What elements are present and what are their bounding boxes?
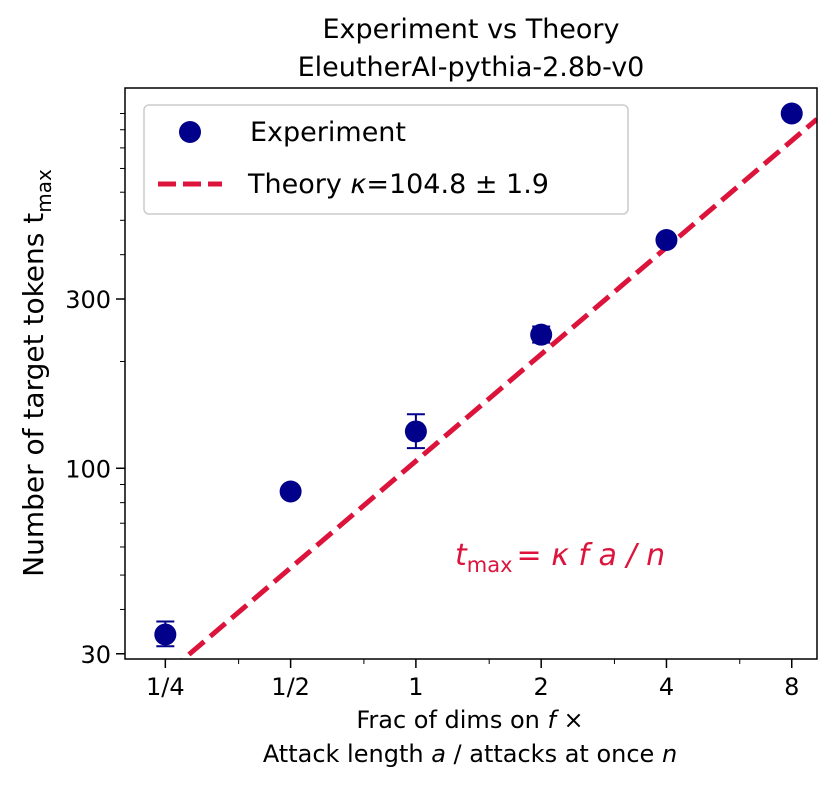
chart-subtitle: EleutherAI-pythia-2.8b-v0 [298,52,645,83]
x-tick-label: 2 [534,673,549,701]
x-tick-label: 4 [659,673,674,701]
x-axis-label-line1: Frac of dims on f × [356,706,583,734]
legend-marker-experiment [179,121,201,143]
axis-ticks: 1/4 1/2 1 2 4 8 30 100 300 [65,113,799,701]
legend-theory-part: Theory [247,169,350,200]
formula-annotation: tmax = κ f a / n [455,538,665,577]
legend: Experiment Theory κ=104.8 ± 1.9 [143,104,629,215]
label-part: Frac of dims on [356,706,547,734]
y-tick-label: 300 [65,286,111,314]
label-part: Attack length [263,740,431,768]
y-tick-label: 100 [65,455,111,483]
chart-title: Experiment vs Theory [322,14,619,45]
formula-sub: max [467,553,513,577]
y-axis-label: Number of target tokens tmax [17,169,56,577]
data-point [655,228,678,251]
formula-rhs: = κ f a / n [517,538,666,573]
legend-theory-part: =104.8 ± 1.9 [366,169,549,200]
label-part: n [662,740,677,768]
data-point [530,323,553,346]
legend-label-experiment: Experiment [250,117,406,148]
label-part: / attacks at once [446,740,662,768]
data-point [154,623,177,646]
data-point [404,420,427,443]
label-part: a [431,740,446,768]
label-part: × [556,706,584,734]
y-tick-label: 30 [80,641,111,669]
x-tick-label: 1 [408,673,423,701]
x-axis-label-line2: Attack length a / attacks at once n [263,740,677,768]
x-tick-label: 8 [784,673,799,701]
y-axis-label-sub: max [32,169,56,213]
x-tick-label: 1/4 [146,673,185,701]
x-tick-label: 1/2 [271,673,310,701]
legend-theory-part: κ [350,169,366,200]
experiment-series [154,102,803,648]
legend-box [143,104,629,215]
data-point [279,480,302,503]
theory-series [179,117,817,659]
legend-label-theory: Theory κ=104.8 ± 1.9 [247,169,549,200]
y-axis-label-text: Number of target tokens t [17,213,50,577]
formula-t: t [455,538,468,573]
theory-line [179,117,817,659]
data-point [780,102,803,125]
plot-frame [124,87,818,660]
